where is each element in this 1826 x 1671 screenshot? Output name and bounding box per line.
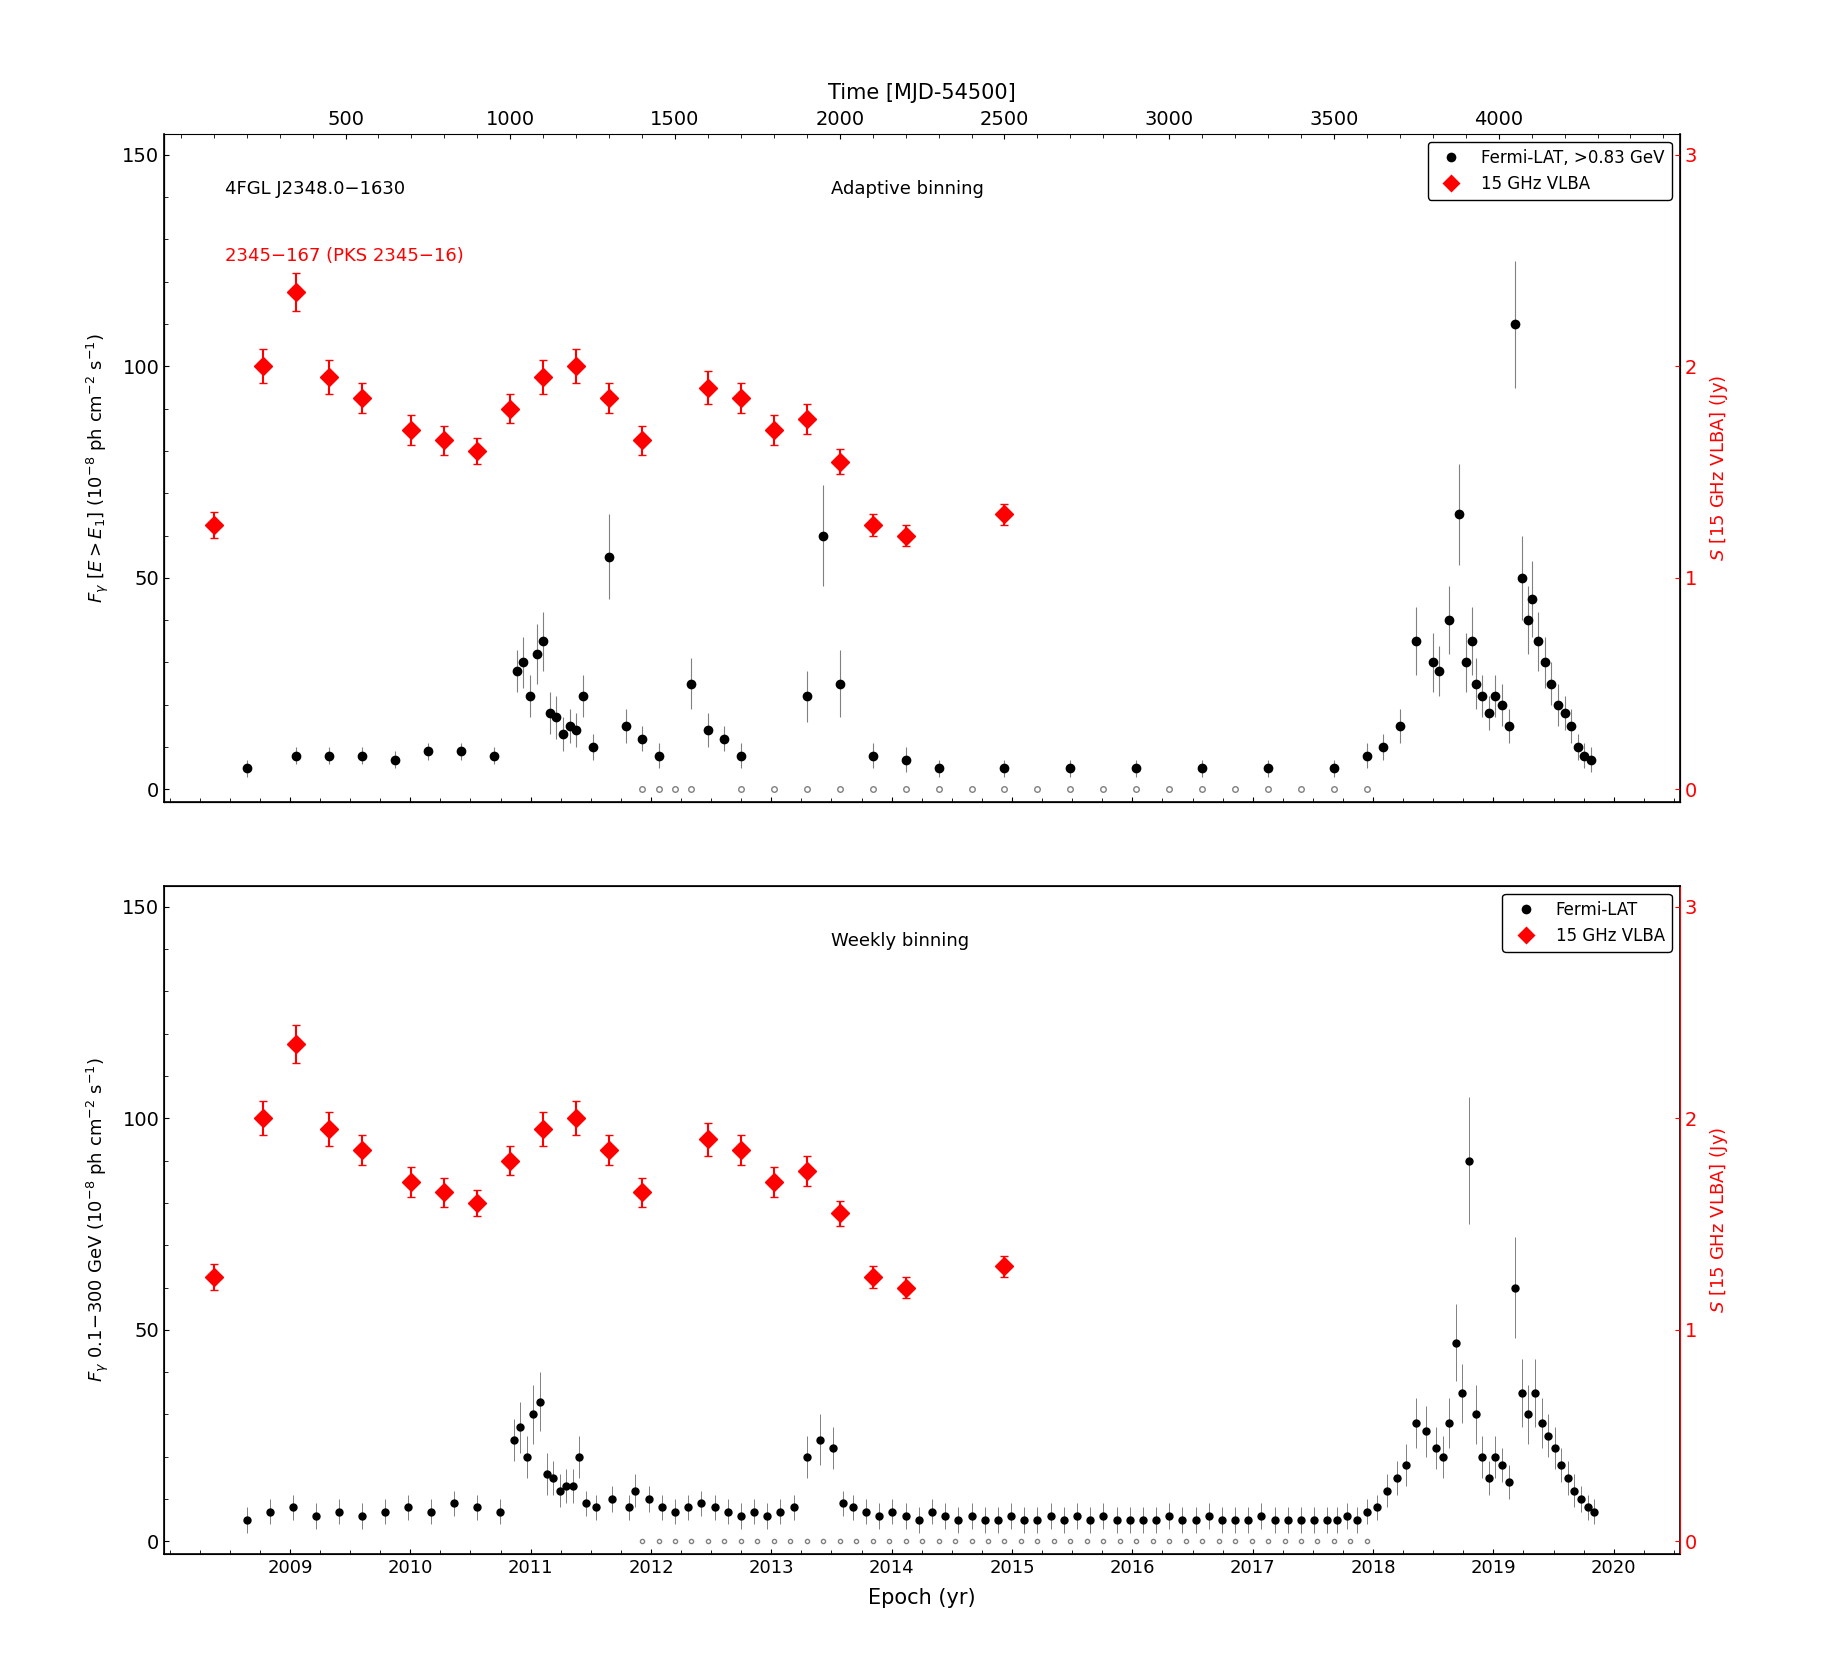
Text: 2345−167 (PKS 2345−16): 2345−167 (PKS 2345−16) <box>225 247 464 266</box>
Legend: Fermi-LAT, >0.83 GeV, 15 GHz VLBA: Fermi-LAT, >0.83 GeV, 15 GHz VLBA <box>1428 142 1671 199</box>
Text: 4FGL J2348.0−1630: 4FGL J2348.0−1630 <box>225 180 405 199</box>
Legend: Fermi-LAT, 15 GHz VLBA: Fermi-LAT, 15 GHz VLBA <box>1503 894 1671 951</box>
Y-axis label: $F_\gamma\ [E>E_1]\ (10^{-8}\ \mathrm{ph\ cm^{-2}\ s^{-1}})$: $F_\gamma\ [E>E_1]\ (10^{-8}\ \mathrm{ph… <box>86 333 111 603</box>
X-axis label: Epoch (yr): Epoch (yr) <box>869 1587 975 1608</box>
X-axis label: Time [MJD-54500]: Time [MJD-54500] <box>829 82 1015 102</box>
Y-axis label: $S\ [15\ \mathrm{GHz\ VLBA}]\ (\mathrm{Jy})$: $S\ [15\ \mathrm{GHz\ VLBA}]\ (\mathrm{J… <box>1709 1126 1731 1313</box>
Text: Weekly binning: Weekly binning <box>831 932 970 951</box>
Text: Adaptive binning: Adaptive binning <box>831 180 984 199</box>
Y-axis label: $S\ [15\ \mathrm{GHz\ VLBA}]\ (\mathrm{Jy})$: $S\ [15\ \mathrm{GHz\ VLBA}]\ (\mathrm{J… <box>1709 374 1731 561</box>
Y-axis label: $F_\gamma\ 0.1\!-\!300\ \mathrm{GeV}\ (10^{-8}\ \mathrm{ph\ cm^{-2}\ s^{-1}})$: $F_\gamma\ 0.1\!-\!300\ \mathrm{GeV}\ (1… <box>86 1058 111 1382</box>
